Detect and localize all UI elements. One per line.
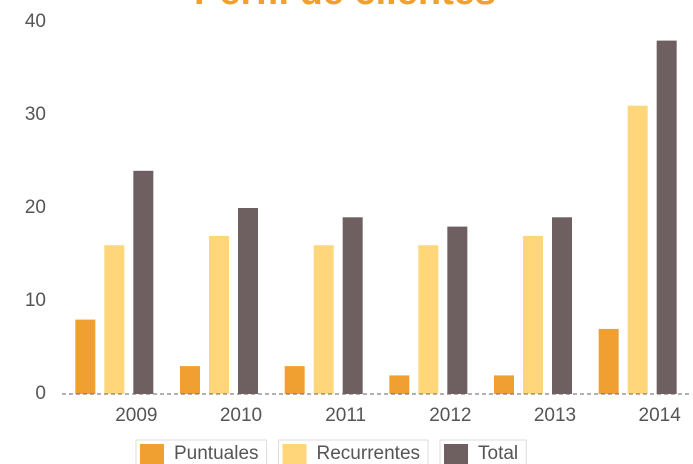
bar [75, 319, 96, 394]
y-tick-label: 0 [35, 383, 46, 404]
bar [656, 40, 677, 394]
legend-swatch [282, 444, 307, 464]
bar [447, 226, 468, 394]
y-tick-label: 20 [25, 197, 46, 218]
legend-label: Recurrentes [317, 443, 421, 464]
bar [104, 245, 125, 394]
x-tick-label: 2012 [429, 405, 471, 426]
bar [418, 245, 439, 394]
bar [342, 217, 363, 394]
bar [313, 245, 334, 394]
legend-swatch [444, 444, 469, 464]
x-tick-label: 2011 [325, 405, 366, 426]
bar [523, 235, 543, 394]
bar [598, 328, 619, 394]
bar [284, 366, 305, 394]
legend-swatch [140, 444, 164, 464]
bar [209, 235, 229, 394]
y-tick-label: 30 [25, 104, 46, 125]
y-tick-label: 10 [25, 290, 46, 311]
y-tick-label: 40 [25, 11, 46, 32]
bar [494, 375, 514, 394]
bar [238, 208, 258, 394]
bar [552, 217, 572, 394]
bar [133, 170, 154, 394]
bar [389, 375, 410, 394]
bar [180, 366, 200, 394]
x-tick-label: 2014 [639, 405, 682, 426]
legend-label: Puntuales [174, 443, 259, 464]
x-tick-label: 2013 [534, 405, 576, 426]
x-tick-label: 2010 [220, 405, 262, 426]
x-tick-label: 2009 [115, 405, 157, 426]
chart-title: Perfil de clientes [194, 0, 496, 13]
bar [627, 105, 648, 394]
legend-label: Total [478, 443, 518, 464]
